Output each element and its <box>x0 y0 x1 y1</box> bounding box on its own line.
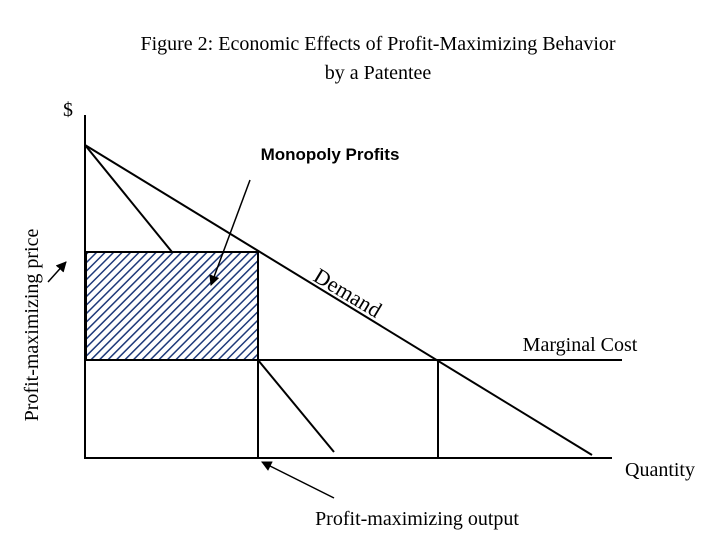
marginal-revenue-line-lower <box>257 359 335 453</box>
profit-area <box>85 251 259 361</box>
title-line1: Figure 2: Economic Effects of Profit-Max… <box>140 33 615 55</box>
output-label: Profit-maximizing output <box>315 508 519 530</box>
profits-arrow <box>209 179 251 286</box>
marginal-cost-label: Marginal Cost <box>523 334 638 356</box>
monopoly-profits-label: Monopoly Profits <box>261 145 400 164</box>
price-label: Profit-maximizing price <box>21 229 43 422</box>
output-arrow <box>261 461 335 499</box>
price-arrow <box>47 261 67 283</box>
demand-line <box>84 144 593 456</box>
demand-label: Demand <box>309 263 386 323</box>
title-line2: by a Patentee <box>325 62 432 84</box>
x-axis-label: Quantity <box>625 459 695 481</box>
y-axis-label: $ <box>63 99 73 121</box>
marginal-revenue-line <box>84 144 173 253</box>
